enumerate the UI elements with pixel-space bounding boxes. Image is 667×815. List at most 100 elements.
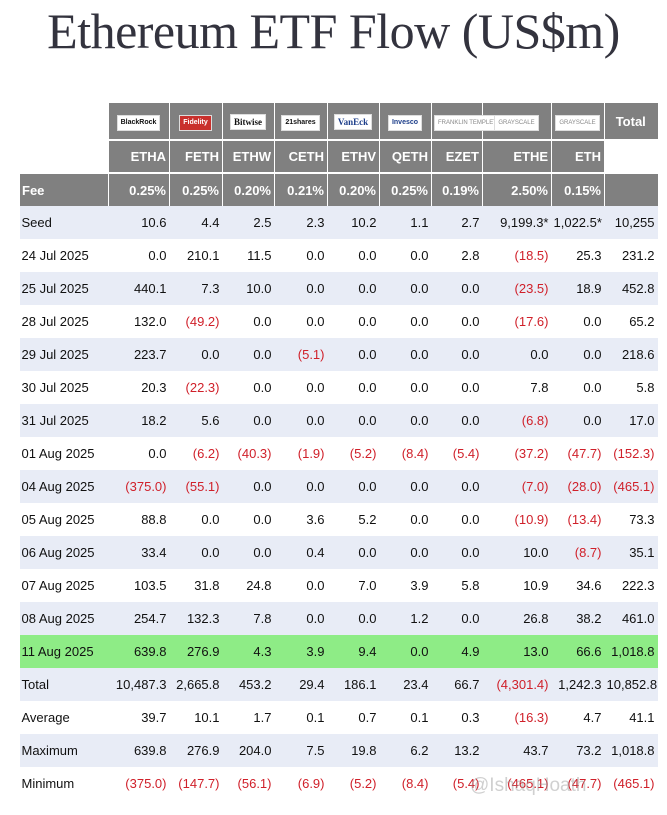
data-cell: 0.0 <box>379 272 432 305</box>
data-cell: (47.7) <box>551 437 605 470</box>
fund-logo: GRAYSCALE <box>494 114 539 131</box>
data-cell: 73.3 <box>604 503 658 536</box>
data-cell: (37.2) <box>482 437 552 470</box>
data-cell: (17.6) <box>482 305 552 338</box>
table-row: Seed 10.6 4.4 2.5 2.3 10.2 1.1 2.7 9,199.3* 1,022… <box>19 206 658 239</box>
fund-logo-cell: FRANKLIN TEMPLETON <box>431 103 510 140</box>
data-cell: 0.0 <box>551 371 605 404</box>
data-cell: 231.2 <box>604 239 658 272</box>
table-row: Maximum 639.8 276.9 204.0 7.5 19.8 6.2 13.2 43.7… <box>19 734 658 767</box>
data-cell: 204.0 <box>222 734 275 767</box>
data-cell: 1,018.8 <box>604 635 658 668</box>
data-cell: 0.0 <box>274 305 328 338</box>
ticker-header: ETHE <box>482 139 552 173</box>
data-cell: 33.4 <box>108 536 170 569</box>
fund-logo-cell: Fidelity <box>169 103 223 140</box>
watermark: @IshaqHoath <box>470 775 587 796</box>
data-cell: 24.8 <box>222 569 275 602</box>
fund-logo-cell: Invesco <box>379 103 432 140</box>
data-cell: 0.0 <box>222 470 275 503</box>
table-row: Minimum (375.0) (147.7) (56.1) (6.9) (5.2) (8.… <box>19 767 658 800</box>
data-cell: 218.6 <box>604 338 658 371</box>
data-cell: 5.2 <box>327 503 380 536</box>
data-cell: 0.0 <box>327 602 380 635</box>
data-cell: 39.7 <box>108 701 170 734</box>
data-cell: (6.8) <box>482 404 552 437</box>
data-cell: (22.3) <box>169 371 223 404</box>
data-cell: 5.6 <box>169 404 223 437</box>
row-label: 28 Jul 2025 <box>19 305 109 338</box>
table-row: 06 Aug 2025 33.4 0.0 0.0 0.4 0.0 0.0 0.0 10.0 (8.… <box>19 536 658 569</box>
fee-label: Fee <box>19 172 109 206</box>
data-cell: 18.2 <box>108 404 170 437</box>
data-cell: (18.5) <box>482 239 552 272</box>
data-cell: (6.2) <box>169 437 223 470</box>
data-cell: 223.7 <box>108 338 170 371</box>
fund-logo-cell: GRAYSCALE <box>482 103 552 140</box>
data-cell: 0.0 <box>551 338 605 371</box>
data-cell: 7.0 <box>327 569 380 602</box>
fund-logo-cell: BlackRock <box>108 103 170 140</box>
table-row: 05 Aug 2025 88.8 0.0 0.0 3.6 5.2 0.0 0.0 (10.9)(… <box>19 503 658 536</box>
data-cell: (465.1) <box>482 767 552 800</box>
data-cell: 10.0 <box>222 272 275 305</box>
data-cell: 65.2 <box>604 305 658 338</box>
data-cell: 0.0 <box>379 536 432 569</box>
data-cell: 0.0 <box>379 338 432 371</box>
data-cell: 639.8 <box>108 635 170 668</box>
data-cell: 0.0 <box>379 305 432 338</box>
row-label: 30 Jul 2025 <box>19 371 109 404</box>
ticker-header: CETH <box>274 139 328 173</box>
data-cell: 2.8 <box>431 239 483 272</box>
data-cell: 10.1 <box>169 701 223 734</box>
ticker-header: FETH <box>169 139 223 173</box>
data-cell: (49.2) <box>169 305 223 338</box>
table-row: 07 Aug 2025 103.5 31.8 24.8 0.0 7.0 3.9 5.8 10.9… <box>19 569 658 602</box>
data-cell: 0.0 <box>379 239 432 272</box>
data-cell: 17.0 <box>604 404 658 437</box>
data-cell: 1,022.5* <box>551 206 605 239</box>
data-cell: 0.0 <box>431 503 483 536</box>
ticker-header: ETHW <box>222 139 275 173</box>
data-cell: 10,487.3 <box>108 668 170 701</box>
data-cell: 440.1 <box>108 272 170 305</box>
ticker-header: ETHA <box>108 139 170 173</box>
data-cell: 0.0 <box>431 404 483 437</box>
data-cell: 0.0 <box>327 338 380 371</box>
data-cell: (8.7) <box>551 536 605 569</box>
table-row-highlighted: 11 Aug 2025 639.8 276.9 4.3 3.9 9.4 0.0 4.9 13.0… <box>19 635 658 668</box>
data-cell: 3.9 <box>274 635 328 668</box>
fee-value: 0.25% <box>108 172 170 206</box>
data-cell: 88.8 <box>108 503 170 536</box>
row-label: Maximum <box>19 734 109 767</box>
data-cell: 0.0 <box>431 371 483 404</box>
data-cell: 0.0 <box>327 404 380 437</box>
ticker-header: ETH <box>551 139 605 173</box>
ticker-header: ETHV <box>327 139 380 173</box>
row-label: 06 Aug 2025 <box>19 536 109 569</box>
data-cell: 0.0 <box>108 437 170 470</box>
data-cell: 0.0 <box>327 239 380 272</box>
data-cell: 10.9 <box>482 569 552 602</box>
header-ticker-row: ETHA FETH ETHW CETH ETHV QETH EZET ETHE ETH <box>19 139 658 173</box>
data-cell: 461.0 <box>604 602 658 635</box>
total-header: Total <box>604 103 658 140</box>
fee-value: 0.15% <box>551 172 605 206</box>
data-cell: 0.0 <box>431 338 483 371</box>
data-cell: 10,255 <box>604 206 658 239</box>
fee-value: 0.25% <box>379 172 432 206</box>
table-row: Average 39.7 10.1 1.7 0.1 0.7 0.1 0.3 (16.3) 4.7 4… <box>19 701 658 734</box>
data-cell: (23.5) <box>482 272 552 305</box>
data-cell: 10,852.8 <box>604 668 658 701</box>
data-cell: 0.1 <box>274 701 328 734</box>
row-label: 25 Jul 2025 <box>19 272 109 305</box>
data-cell: 10.0 <box>482 536 552 569</box>
row-label: 07 Aug 2025 <box>19 569 109 602</box>
data-cell: 0.0 <box>327 305 380 338</box>
data-cell: 0.0 <box>379 635 432 668</box>
data-cell: 1,242.3 <box>551 668 605 701</box>
data-cell: 0.0 <box>327 470 380 503</box>
table-row: 29 Jul 2025 223.7 0.0 0.0 (5.1) 0.0 0.0 0.0 0.0 0… <box>19 338 658 371</box>
data-cell: 1.1 <box>379 206 432 239</box>
data-cell: 66.6 <box>551 635 605 668</box>
